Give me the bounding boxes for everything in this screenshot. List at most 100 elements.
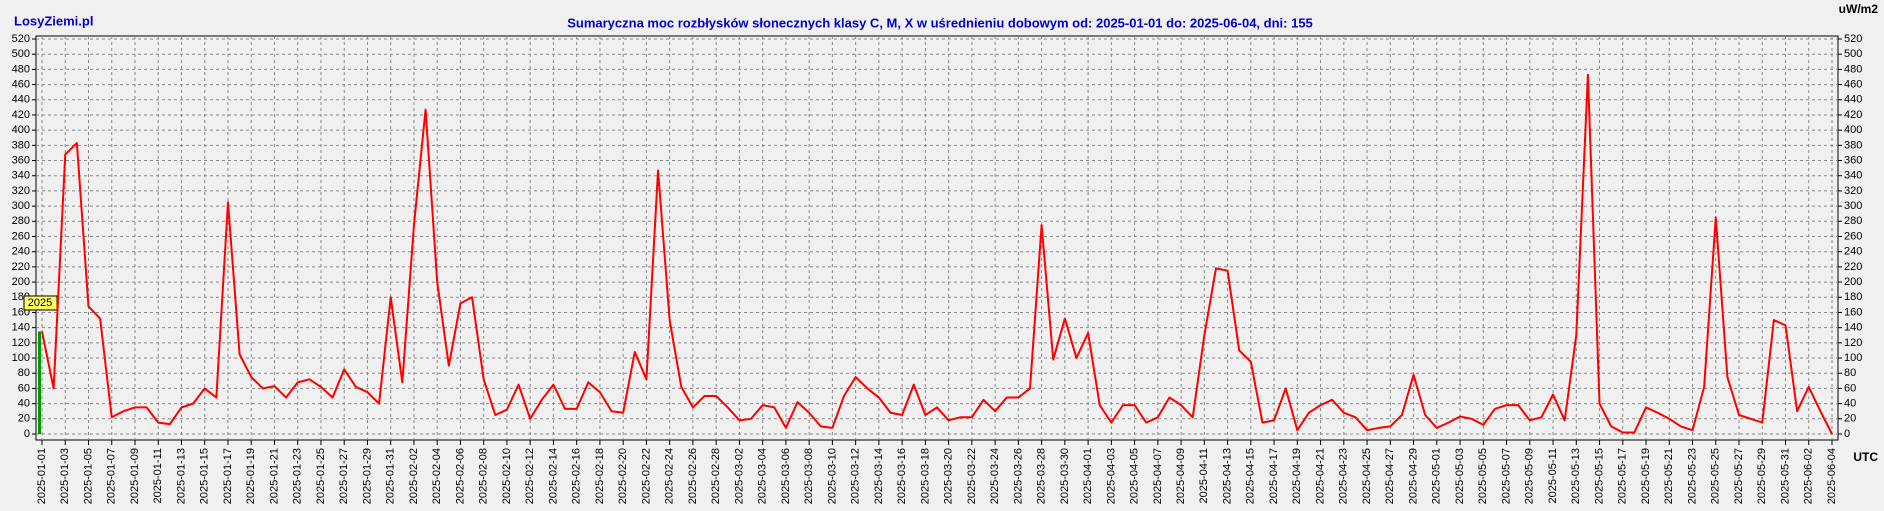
- y2-tick-label: 60: [1844, 382, 1856, 394]
- x-tick-label: 2025-03-28: [1036, 448, 1048, 504]
- x-tick-label: 2025-02-10: [501, 448, 513, 504]
- x-tick-label: 2025-04-29: [1407, 448, 1419, 504]
- x-tick-label: 2025-05-13: [1570, 448, 1582, 504]
- y-tick-label: 120: [12, 337, 30, 349]
- y2-tick-label: 340: [1844, 170, 1862, 182]
- y-tick-label: 420: [12, 109, 30, 121]
- y-tick-label: 0: [24, 428, 30, 440]
- x-tick-label: 2025-05-25: [1710, 448, 1722, 504]
- x-tick-label: 2025-02-12: [524, 448, 536, 504]
- x-tick-label: 2025-01-05: [82, 448, 94, 504]
- x-tick-label: 2025-03-12: [850, 448, 862, 504]
- y2-tick-label: 80: [1844, 367, 1856, 379]
- x-tick-label: 2025-05-15: [1593, 448, 1605, 504]
- x-tick-label: 2025-02-26: [687, 448, 699, 504]
- x-tick-label: 2025-04-09: [1175, 448, 1187, 504]
- x-tick-label: 2025-05-09: [1524, 448, 1536, 504]
- y2-tick-label: 380: [1844, 139, 1862, 151]
- y2-tick-label: 260: [1844, 230, 1862, 242]
- y2-tick-label: 160: [1844, 306, 1862, 318]
- x-tick-label: 2025-01-27: [338, 448, 350, 504]
- site-name: LosyZiemi.pl: [14, 13, 93, 28]
- y-tick-label: 460: [12, 78, 30, 90]
- x-tick-label: 2025-03-30: [1059, 448, 1071, 504]
- x-tick-label: 2025-04-25: [1361, 448, 1373, 504]
- x-tick-label: 2025-04-19: [1291, 448, 1303, 504]
- x-tick-label: 2025-02-06: [454, 448, 466, 504]
- x-tick-label: 2025-05-01: [1431, 448, 1443, 504]
- x-tick-label: 2025-01-07: [106, 448, 118, 504]
- y2-tick-label: 420: [1844, 109, 1862, 121]
- x-tick-label: 2025-03-26: [1012, 448, 1024, 504]
- y-tick-label: 400: [12, 124, 30, 136]
- y2-tick-label: 440: [1844, 94, 1862, 106]
- x-tick-label: 2025-01-31: [385, 448, 397, 504]
- x-tick-label: 2025-04-11: [1198, 448, 1210, 503]
- x-tick-label: 2025-06-02: [1803, 448, 1815, 504]
- x-tick-label: 2025-01-19: [245, 448, 257, 504]
- y-tick-label: 320: [12, 185, 30, 197]
- x-tick-label: 2025-03-20: [943, 448, 955, 504]
- y2-tick-label: 200: [1844, 276, 1862, 288]
- y2-tick-label: 180: [1844, 291, 1862, 303]
- x-tick-label: 2025-02-04: [431, 448, 443, 504]
- y2-tick-label: 100: [1844, 352, 1862, 364]
- y2-tick-label: 460: [1844, 78, 1862, 90]
- x-tick-label: 2025-01-29: [361, 448, 373, 504]
- y-tick-label: 300: [12, 200, 30, 212]
- x-tick-label: 2025-03-16: [896, 448, 908, 504]
- y2-tick-label: 20: [1844, 413, 1856, 425]
- x-tick-label: 2025-02-28: [710, 448, 722, 504]
- x-tick-label: 2025-05-17: [1617, 448, 1629, 504]
- x-tick-label: 2025-04-17: [1268, 448, 1280, 504]
- y2-tick-label: 360: [1844, 154, 1862, 166]
- x-tick-label: 2025-05-11: [1547, 448, 1559, 503]
- y2-tick-label: 480: [1844, 63, 1862, 75]
- y-tick-label: 100: [12, 352, 30, 364]
- y-tick-label: 340: [12, 170, 30, 182]
- y-tick-label: 220: [12, 261, 30, 273]
- x-tick-label: 2025-01-09: [129, 448, 141, 504]
- y-tick-label: 380: [12, 139, 30, 151]
- x-tick-label: 2025-04-21: [1314, 448, 1326, 504]
- data-line: [41, 73, 1833, 435]
- x-tick-label: 2025-03-18: [919, 448, 931, 504]
- y-tick-label: 60: [18, 382, 30, 394]
- x-tick-label: 2025-01-01: [36, 448, 48, 504]
- y-tick-label: 280: [12, 215, 30, 227]
- y2-tick-label: 400: [1844, 124, 1862, 136]
- x-tick-label: 2025-05-29: [1756, 448, 1768, 504]
- y2-tick-label: 280: [1844, 215, 1862, 227]
- x-tick-label: 2025-05-07: [1500, 448, 1512, 504]
- x-tick-label: 2025-02-02: [408, 448, 420, 504]
- x-tick-label: 2025-02-24: [664, 448, 676, 504]
- x-tick-label: 2025-03-10: [826, 448, 838, 504]
- plot-area: [35, 35, 1839, 441]
- y2-tick-label: 40: [1844, 398, 1856, 410]
- y2-tick-label: 320: [1844, 185, 1862, 197]
- y-tick-label: 40: [18, 398, 30, 410]
- x-tick-label: 2025-04-13: [1221, 448, 1233, 504]
- x-tick-label: 2025-04-15: [1245, 448, 1257, 504]
- y-tick-label: 20: [18, 413, 30, 425]
- y2-tick-label: 220: [1844, 261, 1862, 273]
- year-marker-label: 2025: [28, 297, 52, 309]
- y-tick-label: 260: [12, 230, 30, 242]
- x-tick-label: 2025-02-08: [478, 448, 490, 504]
- x-tick-label: 2025-04-23: [1338, 448, 1350, 504]
- x-tick-label: 2025-03-08: [803, 448, 815, 504]
- x-tick-label: 2025-04-07: [1152, 448, 1164, 504]
- year-marker-bar: [38, 331, 41, 434]
- x-tick-label: 2025-04-01: [1082, 448, 1094, 504]
- x-tick-label: 2025-03-02: [733, 448, 745, 504]
- x-tick-label: 2025-04-05: [1129, 448, 1141, 504]
- x-tick-label: 2025-03-06: [780, 448, 792, 504]
- y-tick-label: 520: [12, 33, 30, 45]
- x-tick-label: 2025-05-31: [1779, 448, 1791, 504]
- y2-tick-label: 520: [1844, 33, 1862, 45]
- x-unit: UTC: [1853, 450, 1878, 464]
- x-tick-label: 2025-02-14: [547, 448, 559, 504]
- x-tick-label: 2025-05-27: [1733, 448, 1745, 504]
- chart-title: Sumaryczna moc rozbłysków słonecznych kl…: [567, 15, 1313, 30]
